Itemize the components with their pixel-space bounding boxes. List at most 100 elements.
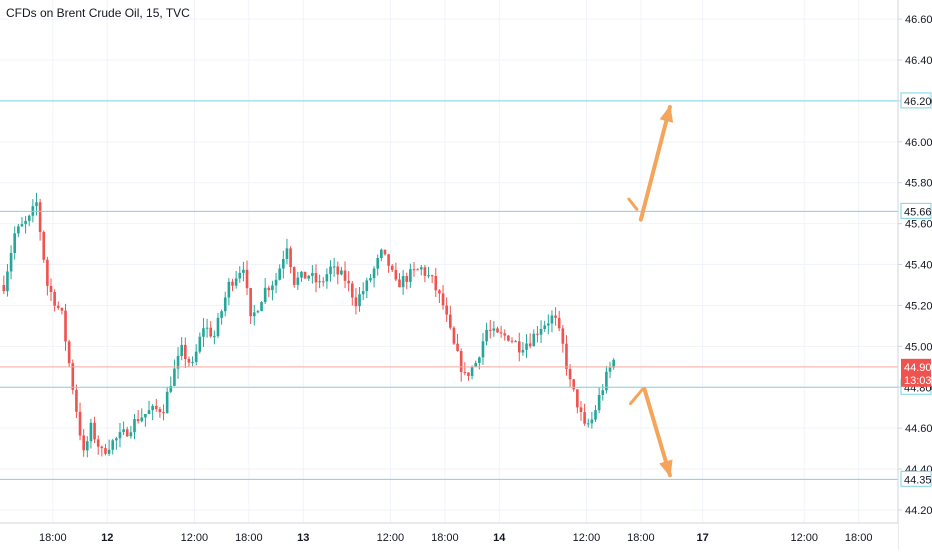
candle-body xyxy=(329,266,332,275)
candle-body xyxy=(354,297,358,307)
candle-body xyxy=(565,343,568,369)
candle-body xyxy=(358,294,361,307)
candle-body xyxy=(434,275,438,291)
candle-body xyxy=(6,271,9,292)
candle-body xyxy=(252,312,256,317)
candle-body xyxy=(594,410,597,420)
candle-body xyxy=(78,411,82,436)
candle-body xyxy=(409,269,412,282)
candle-body xyxy=(118,432,122,439)
candle-body xyxy=(590,419,594,424)
candle-body xyxy=(158,408,162,413)
candle-body xyxy=(568,368,572,380)
candle-body xyxy=(227,281,231,298)
level-price-label: 44.35 xyxy=(904,474,932,486)
candle-body xyxy=(405,276,409,282)
candle-body xyxy=(554,315,557,318)
time-tick-label: 14 xyxy=(493,532,506,544)
candle-body xyxy=(314,272,318,283)
candle-body xyxy=(445,305,448,315)
candle-body xyxy=(278,268,282,280)
time-tick-label: 12:00 xyxy=(181,532,209,544)
time-tick-label: 18:00 xyxy=(845,532,873,544)
candle-body xyxy=(340,270,343,275)
candle-body xyxy=(194,351,198,363)
candle-body xyxy=(285,248,289,259)
candle-body xyxy=(238,272,242,279)
price-tick-label: 45.40 xyxy=(905,260,932,272)
candle-body xyxy=(165,391,169,414)
candle-body xyxy=(416,269,419,271)
candle-body xyxy=(336,266,340,275)
candle-body xyxy=(151,405,154,411)
candle-body xyxy=(289,248,292,268)
current-price-label: 44.90 xyxy=(904,362,932,374)
arrow-up-head[interactable] xyxy=(659,105,674,123)
candle-body xyxy=(369,278,372,281)
candle-body xyxy=(75,389,78,412)
candle-body xyxy=(140,417,144,422)
candle-body xyxy=(579,407,583,413)
candle-body xyxy=(180,344,183,356)
candle-body xyxy=(125,429,129,437)
candle-body xyxy=(419,267,423,270)
price-tick-label: 45.80 xyxy=(905,178,932,190)
chart-title: CFDs on Brent Crude Oil, 15, TVC xyxy=(6,6,190,20)
candle-body xyxy=(365,280,369,292)
candle-body xyxy=(561,328,565,344)
price-tick-label: 45.00 xyxy=(905,341,932,353)
candle-body xyxy=(198,336,202,352)
candle-body xyxy=(49,285,53,292)
candle-body xyxy=(64,310,67,342)
candle-body xyxy=(249,288,252,317)
candle-body xyxy=(557,317,561,329)
candle-body xyxy=(213,336,216,338)
candle-body xyxy=(612,359,615,368)
candle-body xyxy=(601,390,605,396)
candle-body xyxy=(274,279,278,286)
candle-body xyxy=(133,419,136,433)
candle-body xyxy=(42,232,46,260)
time-tick-label: 12:00 xyxy=(790,532,818,544)
arrow-up-shaft[interactable] xyxy=(638,105,672,222)
level-price-label: 46.20 xyxy=(904,96,932,108)
candle-body xyxy=(463,372,467,374)
candle-body xyxy=(499,332,503,334)
candle-body xyxy=(438,290,441,294)
candle-body xyxy=(56,305,60,308)
candle-body xyxy=(452,327,456,344)
candle-body xyxy=(187,358,191,363)
candle-body xyxy=(532,333,536,347)
candle-body xyxy=(507,335,510,341)
candle-body xyxy=(467,372,470,376)
candle-body xyxy=(427,275,430,277)
price-tick-label: 46.40 xyxy=(905,55,932,67)
candle-body xyxy=(412,269,416,271)
candle-body xyxy=(38,202,42,233)
candle-body xyxy=(350,283,354,298)
candle-body xyxy=(67,341,71,364)
candle-body xyxy=(111,440,115,450)
candle-body xyxy=(332,266,336,268)
candle-body xyxy=(296,277,300,285)
candle-body xyxy=(263,287,267,303)
candle-body xyxy=(27,215,31,221)
level-price-badge xyxy=(900,202,932,219)
candle-body xyxy=(550,315,554,324)
current-price-badge xyxy=(901,358,931,387)
candle-body xyxy=(53,291,56,306)
candle-body xyxy=(572,379,576,390)
price-tick-label: 45.60 xyxy=(905,219,932,231)
arrow-down-head[interactable] xyxy=(659,459,673,478)
time-tick-label: 18:00 xyxy=(39,532,67,544)
candle-body xyxy=(514,341,517,343)
arrow-down-shaft[interactable] xyxy=(642,387,672,478)
candle-body xyxy=(17,226,20,234)
candle-body xyxy=(361,291,365,295)
candle-body xyxy=(543,325,546,329)
price-axis xyxy=(898,0,932,550)
candle-body xyxy=(144,413,147,418)
time-axis xyxy=(0,523,898,550)
